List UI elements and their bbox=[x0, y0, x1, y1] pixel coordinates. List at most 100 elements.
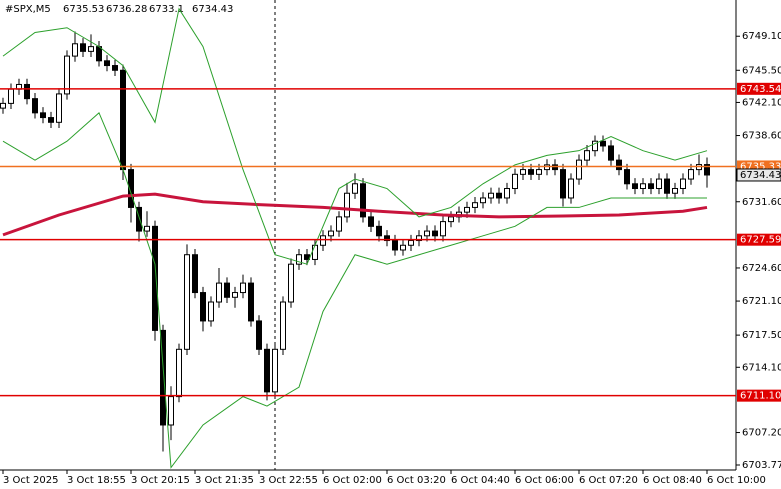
candle-body bbox=[184, 254, 190, 350]
candle-body bbox=[152, 225, 158, 331]
candle-body bbox=[192, 254, 198, 294]
candle-body bbox=[672, 188, 678, 194]
candle-body bbox=[200, 292, 206, 322]
candle-body bbox=[488, 192, 494, 199]
candle-body bbox=[632, 183, 638, 190]
candle-body bbox=[288, 263, 294, 303]
candle-body bbox=[48, 117, 54, 123]
x-tick-label: 6 Oct 03:20 bbox=[387, 475, 446, 486]
y-tick-label: 6724.60 bbox=[742, 263, 781, 274]
candle-body bbox=[112, 65, 118, 71]
x-tick-label: 6 Oct 02:00 bbox=[323, 475, 382, 486]
level-label: 6735.33 bbox=[740, 161, 781, 172]
candle-body bbox=[272, 348, 278, 393]
candle-body bbox=[480, 197, 486, 204]
level-label-bg bbox=[737, 82, 781, 95]
y-tick-label: 6707.20 bbox=[742, 428, 781, 439]
candle-body bbox=[208, 301, 214, 322]
candle-body bbox=[664, 178, 670, 194]
candle-body bbox=[536, 169, 542, 175]
candle-body bbox=[368, 216, 374, 227]
x-tick-label: 6 Oct 06:00 bbox=[515, 475, 574, 486]
y-tick-label: 6738.60 bbox=[742, 131, 781, 142]
candle-body bbox=[24, 83, 30, 100]
candle-body bbox=[344, 192, 350, 218]
candle-body bbox=[704, 164, 710, 176]
candle-body bbox=[544, 164, 550, 171]
candle-body bbox=[136, 206, 142, 232]
candle-body bbox=[680, 178, 686, 190]
y-tick-label: 6714.10 bbox=[742, 362, 781, 373]
candle-body bbox=[240, 282, 246, 294]
level-label: 6743.54 bbox=[740, 84, 781, 95]
y-tick-label: 6742.10 bbox=[742, 97, 781, 108]
header-low: 6733.1 bbox=[149, 4, 184, 15]
candle-body bbox=[0, 102, 6, 109]
header-close: 6734.43 bbox=[192, 4, 233, 15]
x-tick-label: 3 Oct 20:15 bbox=[131, 475, 190, 486]
candle-body bbox=[280, 301, 286, 350]
candle-body bbox=[56, 93, 62, 123]
price-tag-bg bbox=[736, 168, 781, 182]
candle-body bbox=[640, 183, 646, 190]
candle-body bbox=[408, 240, 414, 246]
y-tick-label: 6721.10 bbox=[742, 296, 781, 307]
candle-body bbox=[560, 169, 566, 199]
x-tick-label: 3 Oct 21:35 bbox=[195, 475, 254, 486]
candle-body bbox=[176, 348, 182, 398]
candle-body bbox=[80, 43, 86, 52]
candle-body bbox=[8, 88, 14, 104]
candle-body bbox=[120, 69, 126, 171]
candle-body bbox=[256, 320, 262, 350]
candle-body bbox=[264, 348, 270, 393]
x-tick-label: 6 Oct 08:40 bbox=[643, 475, 702, 486]
level-label: 6727.59 bbox=[740, 235, 781, 246]
candle-body bbox=[616, 159, 622, 171]
x-tick-label: 6 Oct 10:00 bbox=[707, 475, 766, 486]
y-tick-label: 6703.77 bbox=[742, 460, 781, 471]
candle-body bbox=[40, 112, 46, 119]
candle-body bbox=[552, 164, 558, 171]
candle-body bbox=[328, 230, 334, 237]
candle-body bbox=[160, 329, 166, 426]
candle-body bbox=[32, 98, 38, 114]
candle-body bbox=[224, 282, 230, 298]
candle-body bbox=[624, 169, 630, 185]
candle-body bbox=[296, 254, 302, 265]
level-label-bg bbox=[737, 389, 781, 402]
candle-body bbox=[512, 173, 518, 190]
candle-body bbox=[520, 169, 526, 175]
candle-body bbox=[688, 169, 694, 180]
candle-body bbox=[88, 46, 94, 52]
candle-body bbox=[400, 244, 406, 251]
candle-body bbox=[416, 235, 422, 242]
candle-body bbox=[464, 206, 470, 213]
candle-body bbox=[168, 396, 174, 426]
candle-body bbox=[304, 254, 310, 260]
x-tick-label: 3 Oct 22:55 bbox=[259, 475, 318, 486]
candle-body bbox=[608, 145, 614, 161]
candle-body bbox=[656, 178, 662, 190]
y-tick-label: 6749.10 bbox=[742, 31, 781, 42]
candle-body bbox=[248, 282, 254, 322]
candle-body bbox=[448, 216, 454, 223]
y-tick-label: 6717.50 bbox=[742, 330, 781, 341]
symbol: #SPX,M5 bbox=[5, 4, 51, 15]
header-open: 6735.53 bbox=[63, 4, 104, 15]
level-label: 6711.10 bbox=[740, 391, 781, 402]
x-tick-label: 3 Oct 2025 bbox=[3, 475, 58, 486]
x-tick-label: 6 Oct 07:20 bbox=[579, 475, 638, 486]
candle-body bbox=[392, 240, 398, 251]
candle-body bbox=[64, 55, 70, 95]
candle-body bbox=[600, 140, 606, 147]
candle-body bbox=[432, 230, 438, 237]
candle-body bbox=[592, 140, 598, 152]
candle-body bbox=[336, 216, 342, 232]
candle-body bbox=[472, 202, 478, 208]
x-tick-label: 6 Oct 04:40 bbox=[451, 475, 510, 486]
candle-body bbox=[424, 230, 430, 237]
candle-body bbox=[216, 282, 222, 303]
